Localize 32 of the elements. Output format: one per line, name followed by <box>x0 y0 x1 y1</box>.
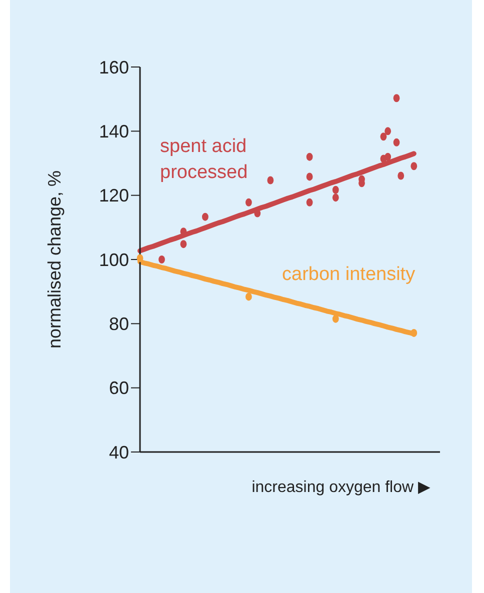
point <box>393 94 400 102</box>
series-label: carbon intensity <box>282 264 416 285</box>
point <box>410 162 418 170</box>
point <box>245 292 252 301</box>
point <box>245 198 252 206</box>
y-tick-label: 140 <box>98 122 129 142</box>
point <box>202 212 208 221</box>
y-tick-label: 120 <box>98 186 129 206</box>
y-tick-label: 100 <box>98 250 129 270</box>
y-tick-label: 40 <box>108 442 129 462</box>
x-axis-title: increasing oxygen flow ▶ <box>252 479 431 496</box>
point <box>380 132 387 141</box>
point <box>332 194 339 202</box>
point <box>180 240 187 248</box>
y-tick-label: 160 <box>98 57 129 78</box>
y-tick-label: 60 <box>108 378 129 398</box>
point <box>332 314 339 323</box>
point <box>306 152 313 161</box>
point <box>332 186 339 194</box>
point <box>410 328 418 337</box>
y-tick-label: 80 <box>108 314 129 334</box>
point <box>306 198 313 206</box>
point <box>398 172 404 180</box>
point <box>306 172 313 181</box>
y-axis-title: normalised change, % <box>44 170 64 349</box>
point <box>384 127 392 136</box>
series-label: spent acid processed <box>160 136 248 183</box>
point <box>136 254 144 262</box>
point <box>158 256 165 264</box>
point <box>384 152 392 161</box>
point <box>393 138 400 146</box>
point <box>267 176 274 184</box>
